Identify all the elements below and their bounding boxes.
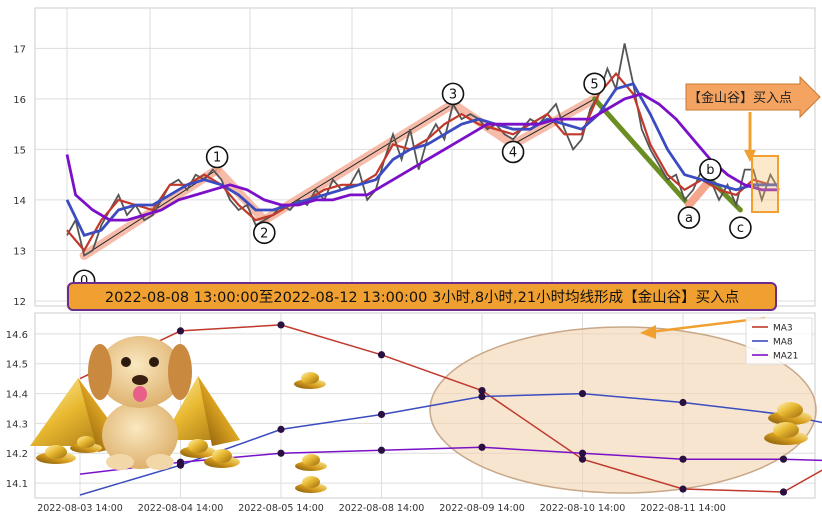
gold-ingot-icon	[294, 372, 326, 389]
y-tick-label: 14.4	[6, 390, 28, 401]
wave-label-1: 1	[205, 145, 229, 169]
series-point	[277, 321, 285, 329]
series-point	[578, 389, 587, 398]
svg-text:5: 5	[590, 77, 598, 92]
gold-ingot-icon	[204, 449, 240, 468]
signal-tag-shape	[685, 75, 821, 119]
ma21-line	[65, 92, 779, 222]
gold-ingot-icon	[295, 454, 327, 471]
svg-text:b: b	[706, 163, 714, 178]
wave-label-c: c	[729, 216, 752, 240]
wave-segment	[212, 165, 269, 225]
wave-trendline	[264, 103, 454, 221]
signal-banner: 2022-08-08 13:00:00至2022-08-12 13:00:00 …	[67, 282, 777, 311]
legend-entry: MA3	[773, 324, 793, 334]
price-line	[66, 43, 780, 257]
signal-banner-box	[67, 282, 777, 311]
wave-label-b: b	[699, 158, 722, 181]
svg-text:3: 3	[449, 87, 457, 102]
series-point	[277, 425, 285, 433]
x-tick-label: 2022-08-11 14:00	[640, 503, 726, 514]
dog-mascot-icon	[88, 336, 192, 470]
legend: MA3 MA8 MA21	[745, 317, 813, 365]
svg-text:4: 4	[509, 145, 517, 160]
gold-pyramid-icon	[162, 376, 240, 446]
series-point	[779, 455, 788, 463]
legend-entry: MA8	[773, 338, 793, 348]
series-point	[478, 443, 486, 451]
gold-ingot-icon	[70, 436, 102, 453]
series-point	[578, 449, 587, 457]
x-tick-label: 2022-08-10 14:00	[540, 503, 626, 514]
x-tick-label: 2022-08-05 14:00	[238, 503, 324, 514]
y-tick-label: 17	[13, 44, 26, 55]
y-tick-label: 14	[13, 196, 26, 207]
series-point	[377, 410, 386, 419]
signal-highlight-box	[751, 155, 779, 213]
lower-x-axis: 2022-08-03 14:00 2022-08-04 14:00 2022-08-…	[37, 503, 726, 514]
highlight-ellipse	[429, 326, 817, 494]
series-point	[679, 485, 687, 493]
y-tick-label: 14.1	[6, 479, 28, 490]
svg-text:1: 1	[213, 151, 221, 166]
lower-ma-panel: 14.1 14.2 14.3 14.4 14.5 14.6 2022-08-03 14:0…	[6, 312, 822, 514]
series-point	[779, 488, 788, 496]
x-tick-label: 2022-08-09 14:00	[439, 503, 525, 514]
y-tick-label: 14.5	[6, 360, 28, 371]
y-tick-label: 16	[13, 95, 26, 106]
signal-banner-text: 2022-08-08 13:00:00至2022-08-12 13:00:00 …	[105, 289, 739, 306]
series-point	[377, 351, 386, 359]
wave-point-labels: 0 1 2 3 4 5 a b c	[72, 72, 752, 293]
gold-ingot-icon	[180, 439, 216, 458]
series-point	[679, 455, 687, 463]
gold-ingot-icon	[295, 476, 327, 493]
y-tick-label: 14.3	[6, 419, 28, 430]
lower-y-axis: 14.1 14.2 14.3 14.4 14.5 14.6	[6, 330, 28, 490]
wave-segment	[592, 96, 692, 208]
wave-segment	[684, 175, 715, 209]
series-point	[578, 455, 587, 463]
svg-text:c: c	[737, 221, 744, 236]
wave-label-a: a	[677, 206, 701, 229]
svg-text:2: 2	[260, 226, 268, 241]
wave-label-3: 3	[441, 82, 465, 106]
series-point	[277, 449, 285, 457]
svg-text:0: 0	[80, 274, 88, 289]
y-tick-label: 12	[13, 297, 26, 308]
svg-text:a: a	[685, 211, 693, 226]
x-tick-label: 2022-08-08 14:00	[339, 503, 425, 514]
gold-ingot-stack-icon	[764, 402, 812, 445]
x-tick-label: 2022-08-04 14:00	[138, 503, 224, 514]
y-tick-label: 15	[13, 145, 26, 156]
y-tick-label: 13	[13, 246, 26, 257]
legend-entry: MA21	[773, 352, 798, 362]
upper-y-axis: 12 13 14 15 16 17	[13, 44, 26, 308]
y-tick-label: 14.2	[6, 449, 28, 460]
wave-label-5: 5	[583, 72, 606, 96]
wave-label-2: 2	[253, 221, 276, 245]
ma8-line	[65, 82, 779, 237]
ellipse-arrow-head	[640, 325, 656, 339]
series-point	[478, 392, 486, 401]
x-tick-label: 2022-08-03 14:00	[37, 503, 123, 514]
series-point	[176, 327, 185, 335]
series-point	[176, 458, 185, 466]
signal-tag: 【金山谷】买入点	[685, 75, 821, 119]
signal-arrow-head	[744, 150, 756, 162]
series-point	[679, 398, 687, 407]
signal-tag-text: 【金山谷】买入点	[688, 90, 792, 106]
gold-ingot-icon	[36, 445, 76, 464]
wave-label-4: 4	[501, 140, 525, 164]
series-point	[478, 386, 486, 395]
y-tick-label: 14.6	[6, 330, 28, 341]
series-point	[377, 446, 386, 454]
upper-plot-area	[34, 7, 816, 307]
